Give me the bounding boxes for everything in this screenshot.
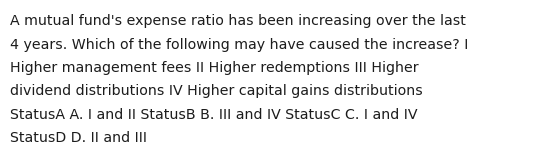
Text: 4 years. Which of the following may have caused the increase? I: 4 years. Which of the following may have…	[10, 38, 468, 51]
Text: StatusA A. I and II StatusB B. III and IV StatusC C. I and IV: StatusA A. I and II StatusB B. III and I…	[10, 108, 417, 122]
Text: StatusD D. II and III: StatusD D. II and III	[10, 131, 147, 145]
Text: dividend distributions IV Higher capital gains distributions: dividend distributions IV Higher capital…	[10, 85, 423, 99]
Text: A mutual fund's expense ratio has been increasing over the last: A mutual fund's expense ratio has been i…	[10, 14, 466, 28]
Text: Higher management fees II Higher redemptions III Higher: Higher management fees II Higher redempt…	[10, 61, 418, 75]
